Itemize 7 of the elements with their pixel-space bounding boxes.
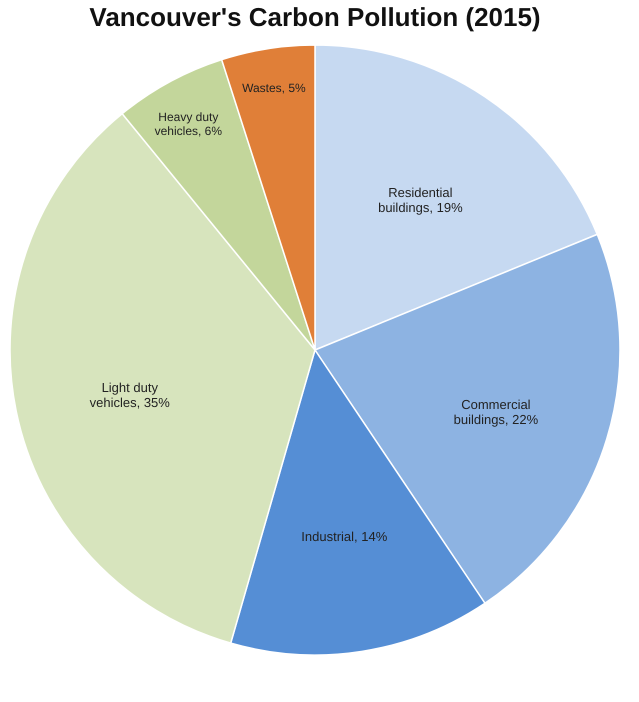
slice-label: Industrial, 14%	[301, 528, 388, 544]
chart-title: Vancouver's Carbon Pollution (2015)	[89, 2, 541, 32]
slice-label: Wastes, 5%	[242, 80, 306, 95]
slice-label: Commercial buildings, 22%	[454, 397, 539, 428]
slice-label: Residential buildings, 19%	[378, 184, 464, 215]
slice-label: Heavy duty vehicles, 6%	[154, 110, 222, 138]
slice-label: Light duty vehicles, 35%	[90, 380, 170, 410]
